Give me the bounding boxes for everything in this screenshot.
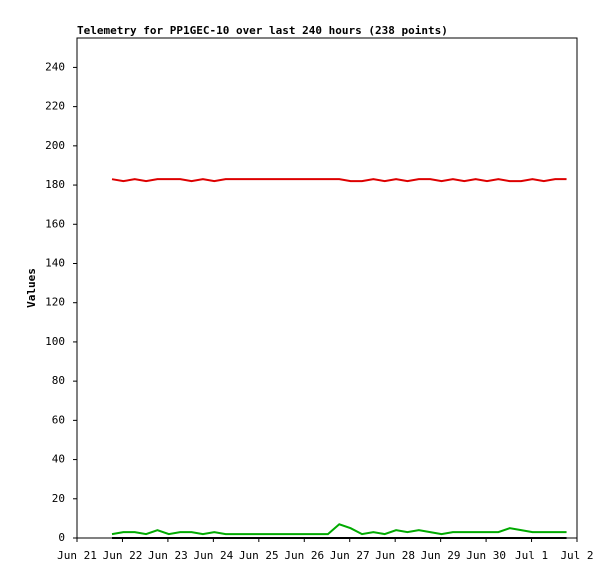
y-tick-label: 140 xyxy=(45,256,65,269)
x-tick-label: Jun 29 xyxy=(421,549,461,562)
x-tick-label: Jun 24 xyxy=(193,549,233,562)
y-tick-label: 60 xyxy=(52,413,65,426)
x-tick-label: Jun 26 xyxy=(284,549,324,562)
y-tick-label: 200 xyxy=(45,139,65,152)
y-tick-label: 240 xyxy=(45,60,65,73)
y-tick-label: 160 xyxy=(45,217,65,230)
y-axis-label: Values xyxy=(25,268,38,308)
y-tick-label: 180 xyxy=(45,178,65,191)
y-tick-label: 100 xyxy=(45,335,65,348)
x-tick-label: Jun 30 xyxy=(466,549,506,562)
x-tick-label: Jul 1 xyxy=(515,549,548,562)
chart-title: Telemetry for PP1GEC-10 over last 240 ho… xyxy=(77,24,448,37)
series-line xyxy=(111,178,567,183)
series-line xyxy=(111,523,567,536)
x-tick-label: Jun 23 xyxy=(148,549,188,562)
y-tick-label: 0 xyxy=(58,531,65,544)
x-tick-label: Jun 28 xyxy=(375,549,415,562)
y-tick-label: 220 xyxy=(45,100,65,113)
y-tick-label: 80 xyxy=(52,374,65,387)
x-tick-label: Jun 22 xyxy=(103,549,143,562)
x-tick-label: Jun 25 xyxy=(239,549,279,562)
y-tick-label: 40 xyxy=(52,453,65,466)
x-tick-label: Jun 27 xyxy=(330,549,370,562)
x-tick-label: Jul 2 xyxy=(560,549,593,562)
y-tick-label: 20 xyxy=(52,492,65,505)
plot-frame xyxy=(76,37,578,539)
y-tick-label: 120 xyxy=(45,296,65,309)
x-tick-label: Jun 21 xyxy=(57,549,97,562)
